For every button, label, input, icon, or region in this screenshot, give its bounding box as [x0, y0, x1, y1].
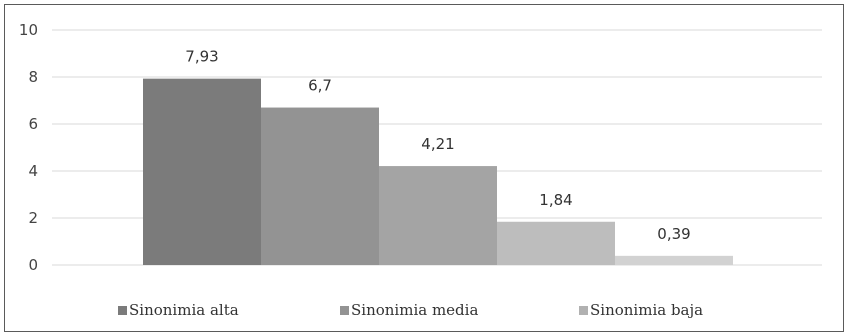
legend-item: Sinonimia baja: [579, 301, 703, 319]
data-label: 4,21: [421, 135, 454, 153]
legend-swatch: [340, 306, 349, 315]
bars: [143, 78, 733, 266]
y-tick-label: 10: [19, 21, 38, 39]
y-tick-label: 6: [28, 115, 38, 133]
y-tick-label: 2: [28, 209, 38, 227]
bar: [143, 78, 261, 266]
bar: [497, 221, 615, 265]
legend-label: Sinonimia baja: [590, 301, 703, 319]
y-tick-label: 0: [28, 256, 38, 274]
bar: [615, 255, 733, 265]
y-axis-ticks: 0 2 4 6 8 10: [19, 21, 38, 274]
legend-item: Sinonimia media: [340, 301, 478, 319]
data-label: 7,93: [185, 48, 218, 66]
legend-label: Sinonimia alta: [129, 301, 239, 319]
legend: Sinonimia alta Sinonimia media Sinonimia b…: [118, 301, 703, 319]
bar: [261, 107, 379, 265]
y-tick-label: 4: [28, 162, 38, 180]
data-label: 6,7: [308, 77, 332, 95]
y-tick-label: 8: [28, 68, 38, 86]
bar: [379, 166, 497, 265]
data-label: 0,39: [657, 225, 690, 243]
legend-item: Sinonimia alta: [118, 301, 239, 319]
data-label: 1,84: [539, 191, 572, 209]
data-labels: 7,93 6,7 4,21 1,84 0,39: [185, 48, 690, 243]
legend-swatch: [118, 306, 127, 315]
legend-swatch: [579, 306, 588, 315]
legend-label: Sinonimia media: [351, 301, 478, 319]
